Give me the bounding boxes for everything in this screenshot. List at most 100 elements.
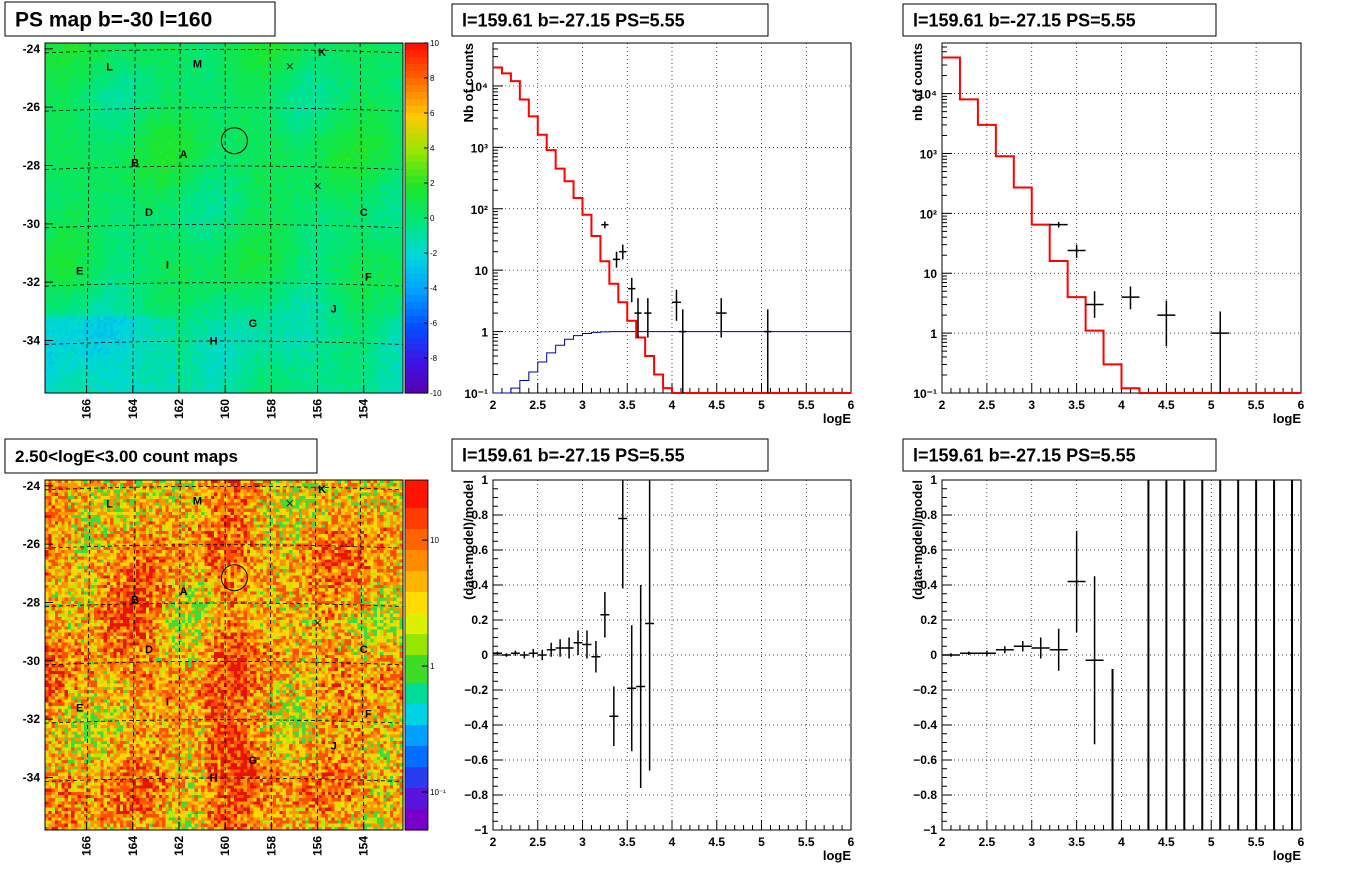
ps_map-colorbar-bin-4 [405,71,428,79]
spectrum_fine-data-point-8 [715,298,727,338]
count_map-xtick-label-4: 158 [264,836,278,856]
ps_map-cbar-label-6: -2 [430,249,438,258]
count_map-grid-lon-6 [359,479,365,831]
count_map-colorbar-bin-33 [405,711,428,719]
count_map-colorbar-bin-8 [405,536,428,544]
residual_coarse-ytick-label-2: −0.6 [913,753,937,767]
count_map-colorbar-bin-45 [405,795,428,803]
ps_map-colorbar-bin-13 [405,134,428,142]
ps_map-colorbar-bin-31 [405,260,428,268]
count_map-colorbar-bin-46 [405,802,428,810]
count_map-grid-lat-1 [44,544,404,549]
ps_map-xtick-label-1: 164 [126,399,140,419]
ps_map-colorbar-bin-21 [405,190,428,198]
ps_map-colorbar-bin-26 [405,225,428,233]
spectrum_fine-ytick-label-2: 10 [475,264,489,278]
count_map-ytick-label-5: -34 [23,771,41,785]
count_map-xtick-label-5: 156 [311,836,325,856]
spectrum_coarse-data-point-5 [1211,311,1230,393]
ps_map-cbar-label-4: 2 [430,179,435,188]
residual_fine-xtick-label-0: 2 [490,835,497,849]
count_map-colorbar-bin-47 [405,809,428,817]
ps_map-xtick-label-4: 158 [264,399,278,419]
ps_map-colorbar-bin-10 [405,113,428,121]
count_map-heatmap-image [45,480,403,830]
spectrum_fine-data-point-4 [634,298,642,338]
ps_map-colorbar-bin-44 [405,351,428,359]
count_map-colorbar-bin-20 [405,620,428,628]
residual_fine-data-point-2 [510,650,520,656]
spectrum_coarse-xtick-label-7: 5.5 [1248,398,1265,412]
ps_map-ytick-label-5: -34 [23,334,41,348]
count_map-cbar-label-1: 1 [430,662,435,671]
residual_fine-data-point-3 [519,651,529,659]
spectrum_coarse-data-point-0 [1049,221,1068,228]
count_map-title: 2.50<logE<3.00 count maps [15,447,238,466]
spectrum_coarse-ytick-label-5: 10⁴ [918,88,937,102]
count_map-marker-K: K [318,484,326,496]
count_map-colorbar-bin-6 [405,522,428,530]
spectrum_coarse-panel: 2 2.5 3 3.5 4 4.5 5 5.5 6 10⁻¹ 1 10 10² 10³ 10⁴ logE nb … [910,42,1305,426]
residual_coarse-xtick-label-8: 6 [1298,835,1305,849]
count_map-frame [44,479,404,831]
count_map-colorbar-bin-24 [405,648,428,656]
spectrum_coarse-xtick-label-5: 4.5 [1158,398,1175,412]
spectrum_coarse-ylabel: nb of counts [910,43,925,121]
count_map-ytick-label-0: -24 [23,479,41,493]
spectrum_fine-ylabel: Nb of counts [461,43,476,122]
ps_map-colorbar-bin-7 [405,92,428,100]
residual_fine-xtick-label-3: 3.5 [619,835,636,849]
spectrum_fine-xtick-label-5: 4.5 [708,398,725,412]
ps_map-grid-lat-2 [44,165,404,170]
residual_fine-data-point-8 [564,637,574,659]
ps_map-marker-K: K [318,47,326,59]
residual_coarse-ytick-label-7: 0.4 [920,578,937,592]
ps_map-colorbar-bin-5 [405,78,428,86]
ps_map-xtick-label-6: 154 [357,399,371,419]
residual_coarse-xtick-label-1: 2.5 [979,835,996,849]
count_map-marker-A: A [180,586,188,598]
ps_map-cross-0 [286,62,294,70]
count_map-marker-J: J [331,740,337,752]
count_map-ytick-label-4: -32 [23,712,41,726]
ps_map-marker-M: M [193,58,202,70]
count_map-colorbar-bin-27 [405,669,428,677]
ps_map-colorbar-bin-2 [405,57,428,65]
count_map-colorbar-bin-18 [405,606,428,614]
ps_map-colorbar-bin-0 [405,43,428,51]
ps_map-marker-H: H [210,336,218,348]
residual_fine-data-point-11 [591,641,601,673]
ps_map-grid-lat-5 [44,340,404,345]
count_map-grid-lat-0 [44,485,404,491]
count_map-colorbar-bin-13 [405,571,428,579]
residual_fine-data-point-14 [618,480,628,589]
spectrum_coarse-title: l=159.61 b=-27.15 PS=5.55 [913,10,1136,30]
residual_coarse-title-box [902,438,1217,472]
ps_map-cbar-label-1: 8 [430,74,435,83]
spectrum_fine-ytick-label-5: 10⁴ [469,80,488,94]
residual_coarse-ylabel: (data-model)/model [910,480,925,600]
ps_map-colorbar-bin-1 [405,50,428,58]
count_map-marker-G: G [249,755,258,767]
count_map-colorbar-bin-25 [405,655,428,663]
count_map-grid-lon-1 [132,479,136,831]
residual_fine-xtick-label-8: 6 [848,835,855,849]
ps_map-colorbar-bin-48 [405,379,428,387]
count_map-colorbar-bin-11 [405,557,428,565]
residual_coarse-xtick-label-2: 3 [1028,835,1035,849]
count_map-cross-0 [286,499,294,507]
ps_map-colorbar-bin-46 [405,365,428,373]
spectrum_coarse-xlabel: logE [1273,411,1301,426]
residual_fine-data-point-9 [573,630,583,655]
ps_map-cbar-label-7: -4 [430,284,438,293]
ps_map-title-box [4,1,276,37]
residual_fine-title-box [451,438,769,472]
count_map-colorbar-bin-39 [405,753,428,761]
residual_coarse-ytick-label-5: 0 [930,648,937,662]
count_map-colorbar-bin-26 [405,662,428,670]
residual_fine-data-point-12 [600,592,610,638]
residual_coarse-data-point-6 [1049,628,1068,671]
count_map-ytick-label-3: -30 [23,654,41,668]
ps_map-colorbar-bin-41 [405,330,428,338]
ps_map-title: PS map b=-30 l=160 [15,9,212,32]
